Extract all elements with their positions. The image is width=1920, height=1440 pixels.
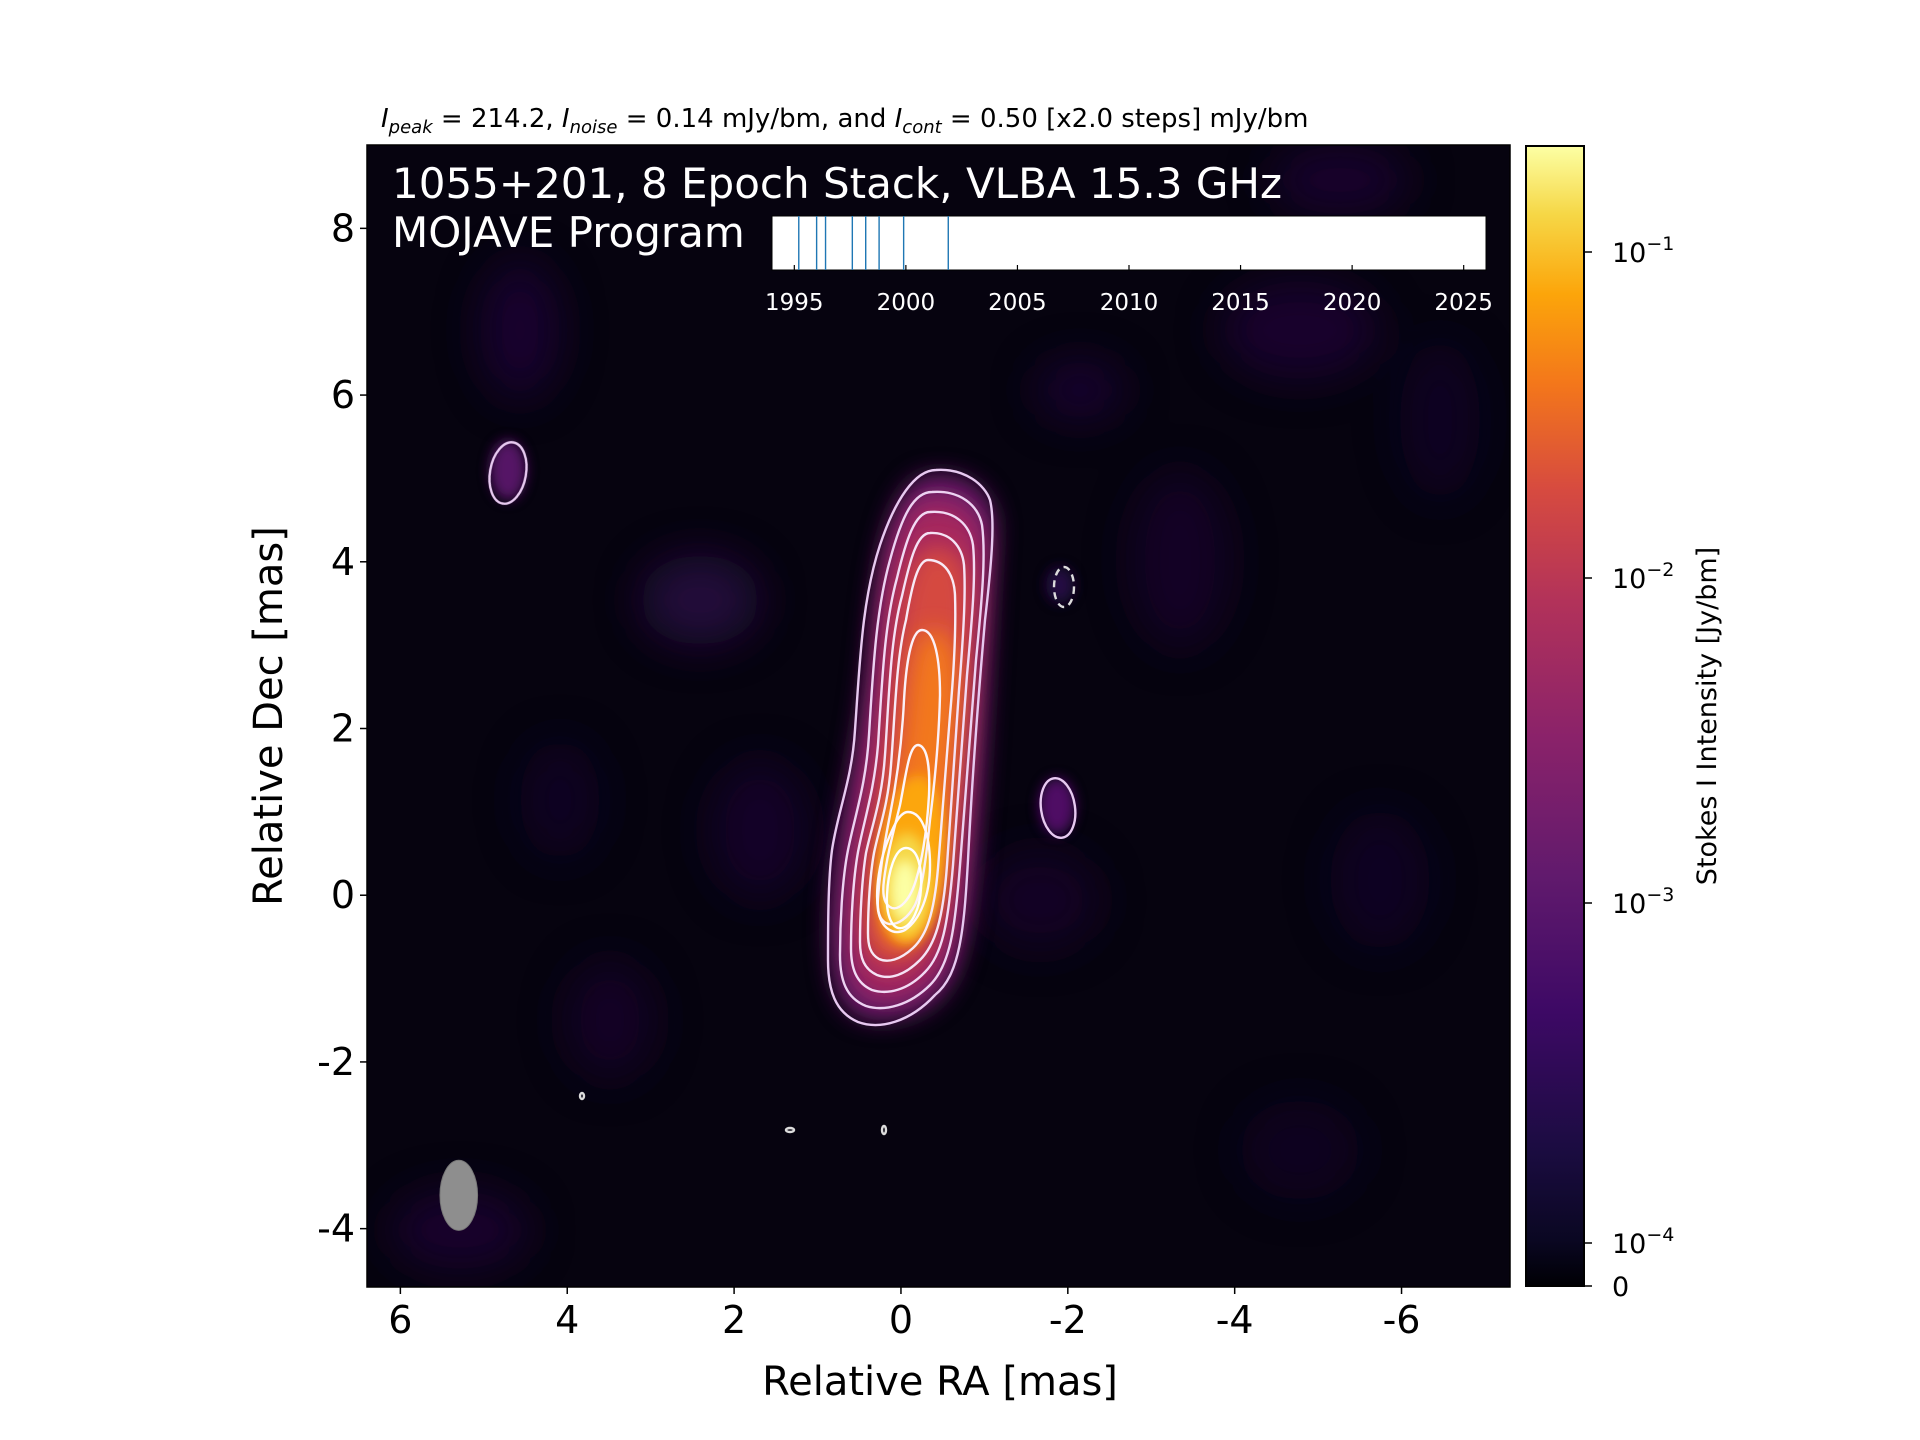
x-tick-label: 2 [722,1298,746,1342]
cont-symbol: I [895,104,903,134]
y-tick-label: 6 [331,373,355,417]
timeline-tick-label: 2020 [1323,290,1382,316]
colorbar-tick-label: 10−1 [1612,233,1674,269]
contour-speck-3 [880,1124,888,1136]
y-tick-label: -4 [317,1207,355,1251]
beam-ellipse [439,1159,479,1231]
contour-level-4 [858,531,966,979]
y-tick-label: -2 [317,1040,355,1084]
x-axis-label: Relative RA [mas] [762,1359,1118,1405]
x-tick-label: -6 [1383,1298,1421,1342]
contour-level-1 [826,468,994,1027]
noise-subscript: noise [570,117,618,138]
peak-value-text: = 214.2, [433,104,562,134]
y-tick-label: 4 [331,540,355,584]
y-tick-label: 8 [331,206,355,250]
colorbar-tick-label: 10−3 [1612,884,1674,920]
timeline-box [771,215,1487,271]
colorbar-tick-label: 0 [1612,1272,1629,1303]
y-axis: 8 6 4 2 0 -2 -4 [317,206,367,1251]
x-tick-label: -4 [1216,1298,1254,1342]
map-header: Ipeak = 214.2, Inoise = 0.14 mJy/bm, and… [381,104,1308,138]
epoch-timeline: 1995 2000 2005 2010 2015 2020 2025 [765,215,1493,316]
contour-level-5 [866,558,957,962]
timeline-tick-label: 2025 [1434,290,1493,316]
x-tick-label: -2 [1049,1298,1087,1342]
timeline-tick-label: 2010 [1100,290,1159,316]
timeline-tick-label: 2005 [988,290,1047,316]
peak-subscript: peak [388,117,435,138]
x-tick-label: 6 [388,1298,412,1342]
colorbar-tick-label: 10−4 [1612,1224,1674,1260]
colorbar-label: Stokes I Intensity [Jy/bm] [1692,547,1723,885]
y-tick-label: 0 [331,873,355,917]
contour-level-9 [885,846,923,930]
contour-level-7 [882,743,931,910]
intensity-map [367,145,1510,1287]
timeline-tick-label: 1995 [765,290,824,316]
cont-value-text: = 0.50 [x2.0 steps] mJy/bm [942,104,1309,134]
peak-symbol: I [381,104,389,134]
contour-lines [488,441,1077,1136]
colorbar-gradient [1525,145,1585,1287]
timeline-tick-label: 2000 [877,290,936,316]
timeline-epochs [798,216,949,270]
noise-patches [390,145,1480,1270]
x-tick-label: 4 [555,1298,579,1342]
y-tick-label: 2 [331,707,355,751]
map-title-line2: MOJAVE Program [392,208,745,257]
contour-negative [1052,565,1076,609]
timeline-tick-label: 2015 [1211,290,1270,316]
contour-speck-1 [578,1091,586,1101]
contour-level-6 [876,628,942,926]
colorbar: 10−1 10−2 10−3 10−4 0 Stokes I Intensity [Jy… [1525,145,1723,1303]
contour-isolated-west [1039,776,1077,840]
cont-subscript: cont [902,117,942,138]
timeline-ticks: 1995 2000 2005 2010 2015 2020 2025 [765,265,1493,316]
x-tick-label: 0 [889,1298,913,1342]
colorbar-tick-label: 10−2 [1612,559,1674,595]
contour-level-3 [849,510,976,994]
noise-value-text: = 0.14 mJy/bm, and [617,104,894,134]
plot-frame [366,144,1511,1288]
y-axis-label: Relative Dec [mas] [246,526,292,906]
contour-level-2 [838,490,985,1010]
x-axis: 6 4 2 0 -2 -4 -6 [388,1287,1420,1342]
contour-level-8 [875,810,932,934]
contour-speck-2 [784,1126,796,1134]
colorbar-ticks: 10−1 10−2 10−3 10−4 0 [1584,233,1674,1303]
map-title-line1: 1055+201, 8 Epoch Stack, VLBA 15.3 GHz [392,159,1282,208]
noise-symbol: I [562,104,570,134]
contour-isolated-north [488,441,528,505]
